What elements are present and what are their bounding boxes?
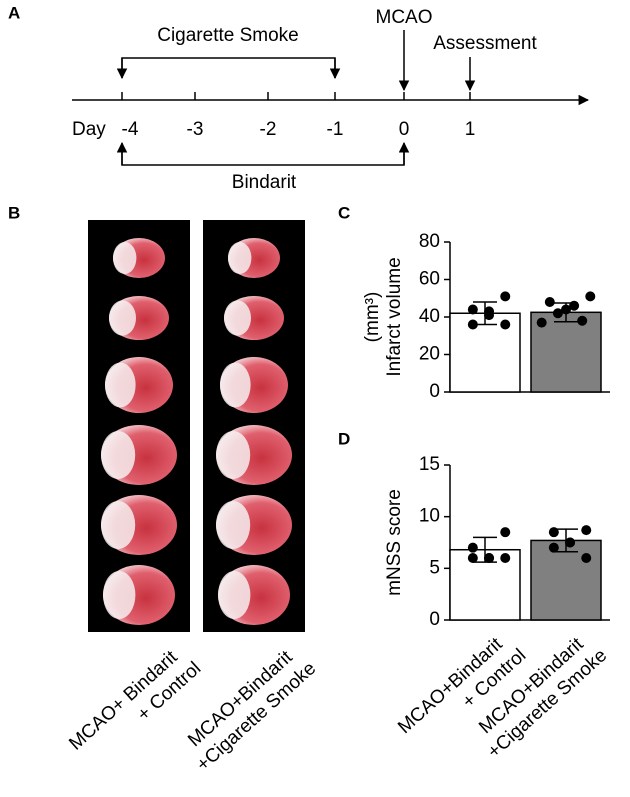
cigarette-label: Cigarette Smoke <box>157 25 299 46</box>
y-tick-label: 20 <box>419 344 440 365</box>
data-point <box>536 317 547 328</box>
brain-highlight <box>216 501 251 549</box>
data-point <box>484 310 495 321</box>
data-point <box>569 300 580 311</box>
y-tick-label: 0 <box>429 609 440 630</box>
y-tick-label: 0 <box>429 381 440 402</box>
brain-highlight <box>224 300 251 336</box>
brain-highlight <box>103 571 136 619</box>
data-point <box>581 525 592 536</box>
data-point <box>552 308 563 319</box>
brain-highlight <box>113 242 137 274</box>
y-tick-label: 15 <box>419 454 440 475</box>
data-point <box>565 537 576 548</box>
bindarit-label: Bindarit <box>232 172 297 193</box>
data-point <box>500 291 511 302</box>
panel-label: A <box>8 3 20 22</box>
day-tick: -1 <box>327 119 344 140</box>
brain-highlight <box>105 362 136 408</box>
brain-highlight <box>101 501 136 549</box>
day-tick: 1 <box>465 119 476 140</box>
y-tick-label: 80 <box>419 231 440 252</box>
data-point <box>577 315 588 326</box>
data-point <box>467 304 478 315</box>
brain-highlight <box>218 571 251 619</box>
mcao-label: MCAO <box>376 7 433 28</box>
y-tick-label: 5 <box>429 557 440 578</box>
day-tick: -4 <box>122 119 139 140</box>
assessment-label: Assessment <box>433 33 537 54</box>
y-tick-label: 10 <box>419 506 440 527</box>
data-point <box>500 527 511 538</box>
panel-label: D <box>338 429 350 448</box>
y-axis-label: Infarct volume <box>384 257 405 376</box>
day-tick: 0 <box>399 119 410 140</box>
image-label: MCAO+Bindarit+Cigarette Smoke <box>184 646 320 775</box>
data-point <box>484 553 495 563</box>
day-tick: -3 <box>187 119 204 140</box>
image-label: MCAO+ Bindarit+ Control <box>65 646 205 754</box>
data-point <box>467 542 478 553</box>
brain-highlight <box>228 242 252 274</box>
bar <box>530 539 602 621</box>
timeline-shapes <box>72 30 590 166</box>
bar <box>449 312 521 393</box>
brain-highlight <box>109 300 136 336</box>
data-point <box>548 542 559 553</box>
panel-label: C <box>338 203 350 222</box>
brain-highlight <box>101 431 136 479</box>
data-point <box>500 319 511 330</box>
y-axis-label: mNSS score <box>384 489 405 596</box>
data-point <box>585 291 596 302</box>
brain-highlight <box>216 431 251 479</box>
data-point <box>548 527 559 538</box>
brain-highlight <box>220 362 251 408</box>
y-tick-label: 60 <box>419 269 440 290</box>
day-tick: -2 <box>260 119 277 140</box>
data-point <box>467 553 478 563</box>
data-point <box>544 297 555 307</box>
data-point <box>500 553 511 563</box>
panel-label: B <box>8 203 20 222</box>
day-label: Day <box>72 119 106 140</box>
data-point <box>561 304 571 315</box>
y-axis-label: (mm³) <box>362 292 383 343</box>
data-point <box>467 319 478 330</box>
y-tick-label: 40 <box>419 306 440 327</box>
data-point <box>581 553 592 563</box>
